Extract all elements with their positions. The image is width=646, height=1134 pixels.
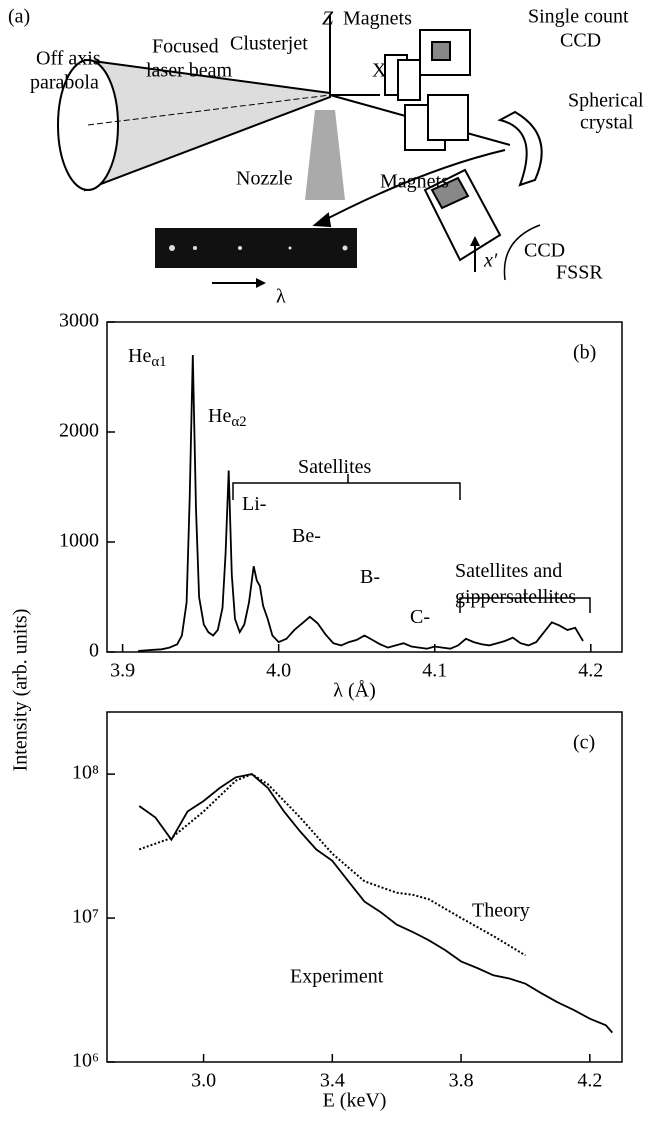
y-tick-label: 10⁸: [72, 762, 99, 784]
annotation-text: C-: [410, 606, 430, 628]
diagram-label: λ: [276, 286, 286, 308]
annotation-text: He: [208, 405, 231, 427]
annotation: Satellites: [298, 456, 372, 478]
y-tick-label: 0: [89, 640, 99, 662]
annotation-text: Satellites and: [455, 560, 562, 582]
bracket: [459, 589, 591, 613]
diagram-label: Z: [322, 8, 334, 30]
diagram-label: Magnets: [343, 8, 412, 30]
y-tick-label: 10⁶: [72, 1050, 99, 1072]
plot-frame: [106, 321, 623, 653]
annotation-text: Be-: [292, 525, 321, 547]
magnet: [397, 59, 421, 101]
diagram-label: CCD: [524, 240, 565, 262]
diagram-label: X: [372, 60, 387, 82]
series-line: [138, 773, 613, 1034]
nozzle: [305, 110, 345, 200]
x-tick-label: 3.8: [449, 1070, 474, 1092]
x-tick-label: 3.4: [320, 1070, 345, 1092]
x-tick-label: 4.1: [422, 660, 447, 682]
axis-line: [87, 94, 331, 126]
diagram-label: x′: [483, 250, 498, 272]
crystal: [497, 110, 543, 187]
plot-frame: [106, 711, 623, 1063]
annotation: B-: [360, 566, 380, 588]
diagram-label: laser beam: [146, 60, 233, 82]
diagram-label: Single count: [528, 6, 629, 28]
annotation-text: B-: [360, 566, 380, 588]
arrow-head: [312, 212, 332, 228]
spectrum-image: [155, 228, 357, 268]
series-label: Experiment: [290, 966, 384, 988]
x-tick-label: 4.2: [577, 1070, 602, 1092]
diagram-label: Spherical: [568, 90, 644, 112]
annotation-sub: α1: [151, 354, 166, 370]
beam-curve: [314, 149, 506, 226]
annotation: C-: [410, 606, 430, 628]
ccd-chip: [431, 41, 451, 61]
x-tick-label: 4.2: [578, 660, 603, 682]
annotation: Li-: [242, 493, 266, 515]
x-tick-label: 3.0: [191, 1070, 216, 1092]
diagram-label: Clusterjet: [230, 33, 308, 55]
x-axis-label: λ (Å): [333, 680, 375, 702]
diagram-label: Focused: [152, 36, 219, 58]
diagram-label: CCD: [560, 30, 601, 52]
arrow-head: [256, 278, 266, 288]
annotation-text: Satellites: [298, 456, 372, 478]
annotation-text: gippersatellites: [455, 586, 576, 608]
diagram-label: Nozzle: [236, 168, 293, 190]
diagram-label: FSSR: [556, 262, 603, 284]
series-line: [138, 772, 526, 957]
x-tick-label: 4.0: [266, 660, 291, 682]
y-tick-label: 3000: [59, 310, 99, 332]
diagram-label: Off axis: [36, 48, 101, 70]
annotation-text: He: [128, 345, 151, 367]
y-tick-label: 1000: [59, 530, 99, 552]
bracket: [232, 474, 461, 500]
arrow-head: [470, 236, 480, 246]
series-label: Theory: [472, 900, 530, 922]
annotation: gippersatellites: [455, 586, 576, 608]
diagram-label: Magnets: [380, 171, 449, 193]
diagram-label: parabola: [30, 72, 99, 94]
annotation: Be-: [292, 525, 321, 547]
y-axis-label: Intensity (arb. units): [10, 609, 32, 772]
panel-label: (c): [573, 732, 595, 754]
annotation: Heα2: [208, 405, 247, 431]
x-axis-label: E (keV): [323, 1090, 387, 1112]
annotation: Heα1: [128, 345, 167, 371]
diagram-label: crystal: [580, 112, 634, 134]
y-tick-label: 10⁷: [72, 906, 99, 928]
ccd2-chip: [430, 176, 470, 210]
panel-label: (b): [573, 342, 596, 364]
annotation-text: Li-: [242, 493, 266, 515]
brace: [503, 224, 541, 281]
diagram: [57, 15, 543, 288]
panel-label: (a): [8, 6, 30, 28]
series-line: [138, 354, 584, 652]
annotation-sub: α2: [231, 414, 246, 430]
y-tick-label: 2000: [59, 420, 99, 442]
x-tick-label: 3.9: [110, 660, 135, 682]
annotation: Satellites and: [455, 560, 562, 582]
magnet: [427, 94, 469, 141]
